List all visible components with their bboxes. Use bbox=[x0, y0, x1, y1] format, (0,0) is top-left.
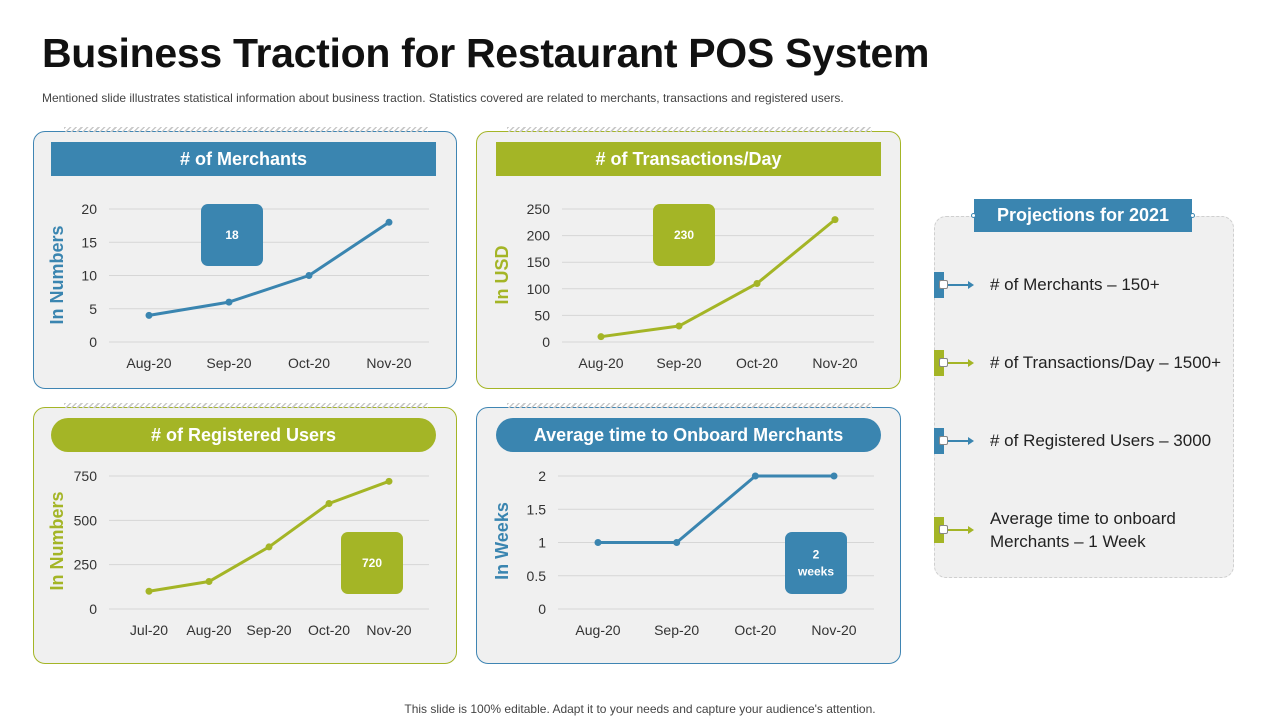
y-axis-label: In Numbers bbox=[47, 491, 67, 590]
merchants-chart-title: # of Merchants bbox=[51, 142, 436, 176]
series-line bbox=[600, 218, 836, 339]
y-axis-label: In Weeks bbox=[492, 502, 512, 580]
callout-label: weeks bbox=[797, 565, 834, 579]
projection-text: # of Transactions/Day – 1500+ bbox=[990, 353, 1222, 372]
projection-text: # of Registered Users – 3000 bbox=[990, 431, 1212, 450]
x-tick-label: Aug-20 bbox=[575, 622, 620, 638]
data-point bbox=[325, 499, 333, 507]
y-tick-label: 1 bbox=[538, 535, 546, 551]
x-tick-label: Jul-20 bbox=[130, 622, 168, 638]
y-tick-label: 20 bbox=[81, 201, 97, 217]
callout-label: 2 bbox=[813, 548, 820, 562]
data-point bbox=[831, 216, 839, 224]
y-tick-label: 150 bbox=[527, 254, 551, 270]
users-chart-title: # of Registered Users bbox=[51, 418, 436, 452]
x-tick-label: Sep-20 bbox=[654, 622, 699, 638]
x-tick-label: Sep-20 bbox=[206, 355, 251, 371]
x-tick-label: Oct-20 bbox=[736, 355, 778, 371]
transactions-chart: 0 50 100 150 200 250 Aug-20 Sep-20 Oct-20 Nov-20 I… bbox=[492, 201, 874, 371]
slide-footer: This slide is 100% editable. Adapt it to… bbox=[404, 702, 876, 716]
data-point bbox=[385, 218, 393, 226]
x-tick-label: Aug-20 bbox=[186, 622, 231, 638]
callout-box bbox=[653, 204, 715, 266]
x-tick-label: Sep-20 bbox=[656, 355, 701, 371]
y-axis-label: In Numbers bbox=[47, 225, 67, 324]
merchants-chart: 0 5 10 15 20 Aug-20 Sep-20 Oct-20 Nov-20 In Numbe… bbox=[47, 201, 429, 371]
x-tick-label: Aug-20 bbox=[126, 355, 171, 371]
y-axis-label: In USD bbox=[492, 245, 512, 304]
projection-bullet-icon bbox=[934, 272, 974, 298]
data-point bbox=[597, 333, 605, 341]
callout-box bbox=[785, 532, 847, 594]
y-tick-label: 200 bbox=[527, 228, 551, 244]
callout-label: 230 bbox=[674, 228, 694, 242]
data-point bbox=[675, 322, 683, 330]
projections-title-right-dot bbox=[1190, 213, 1195, 218]
projection-text: # of Merchants – 150+ bbox=[990, 275, 1160, 294]
y-tick-label: 15 bbox=[81, 234, 97, 250]
data-point bbox=[145, 311, 153, 319]
slide-subtitle: Mentioned slide illustrates statistical … bbox=[42, 91, 844, 105]
x-tick-label: Oct-20 bbox=[288, 355, 330, 371]
callout-box bbox=[341, 532, 403, 594]
y-tick-label: 5 bbox=[89, 301, 97, 317]
data-point bbox=[751, 472, 759, 480]
x-tick-label: Nov-20 bbox=[811, 622, 856, 638]
x-tick-label: Nov-20 bbox=[366, 622, 411, 638]
series-line bbox=[598, 474, 834, 544]
projections-title-left-dot bbox=[971, 213, 976, 218]
x-tick-label: Nov-20 bbox=[812, 355, 857, 371]
x-tick-label: Sep-20 bbox=[246, 622, 291, 638]
projection-item: # of Registered Users – 3000 bbox=[934, 428, 1234, 468]
y-tick-label: 0 bbox=[538, 601, 546, 617]
y-tick-label: 250 bbox=[527, 201, 551, 217]
series-line bbox=[148, 221, 390, 317]
transactions-chart-title: # of Transactions/Day bbox=[496, 142, 881, 176]
data-point bbox=[205, 578, 213, 586]
y-tick-label: 1.5 bbox=[527, 501, 547, 517]
data-point bbox=[830, 472, 838, 480]
users-chart: 0 250 500 750 Jul-20 Aug-20 Sep-20 Oct-20 Nov-20… bbox=[47, 468, 429, 638]
projection-item: Average time to onboard Merchants – 1 We… bbox=[934, 509, 1234, 557]
projections-title: Projections for 2021 bbox=[974, 199, 1192, 232]
data-point bbox=[265, 543, 273, 551]
data-point bbox=[594, 539, 602, 546]
projection-bullet-icon bbox=[934, 428, 974, 454]
projection-text: Average time to onboard Merchants – 1 We… bbox=[990, 509, 1176, 551]
x-tick-label: Aug-20 bbox=[578, 355, 623, 371]
x-tick-label: Oct-20 bbox=[308, 622, 350, 638]
projection-item: # of Transactions/Day – 1500+ bbox=[934, 350, 1234, 390]
callout-label: 720 bbox=[362, 556, 382, 570]
y-tick-label: 250 bbox=[74, 557, 98, 573]
data-point bbox=[305, 272, 313, 279]
projections-panel bbox=[934, 216, 1234, 578]
y-tick-label: 100 bbox=[527, 281, 551, 297]
onboard-chart-title: Average time to Onboard Merchants bbox=[496, 418, 881, 452]
y-tick-label: 750 bbox=[74, 468, 98, 484]
callout-box bbox=[201, 204, 263, 266]
data-point bbox=[225, 298, 233, 306]
y-tick-label: 2 bbox=[538, 468, 546, 484]
onboard-chart: 0 0.5 1 1.5 2 Aug-20 Sep-20 Oct-20 Nov-20 In Week… bbox=[492, 468, 874, 638]
y-tick-label: 0 bbox=[89, 601, 97, 617]
data-point bbox=[753, 279, 761, 287]
callout-label: 18 bbox=[225, 228, 239, 242]
y-tick-label: 10 bbox=[81, 268, 97, 284]
y-tick-label: 0 bbox=[89, 334, 97, 350]
projection-bullet-icon bbox=[934, 517, 974, 543]
data-point bbox=[385, 477, 393, 485]
slide-title: Business Traction for Restaurant POS Sys… bbox=[42, 30, 930, 76]
x-tick-label: Nov-20 bbox=[366, 355, 411, 371]
projection-bullet-icon bbox=[934, 350, 974, 376]
y-tick-label: 0 bbox=[542, 334, 550, 350]
y-tick-label: 50 bbox=[534, 307, 550, 323]
projection-item: # of Merchants – 150+ bbox=[934, 272, 1234, 312]
y-tick-label: 500 bbox=[74, 512, 98, 528]
data-point bbox=[673, 539, 681, 546]
data-point bbox=[145, 587, 153, 595]
x-tick-label: Oct-20 bbox=[734, 622, 776, 638]
y-tick-label: 0.5 bbox=[527, 568, 547, 584]
